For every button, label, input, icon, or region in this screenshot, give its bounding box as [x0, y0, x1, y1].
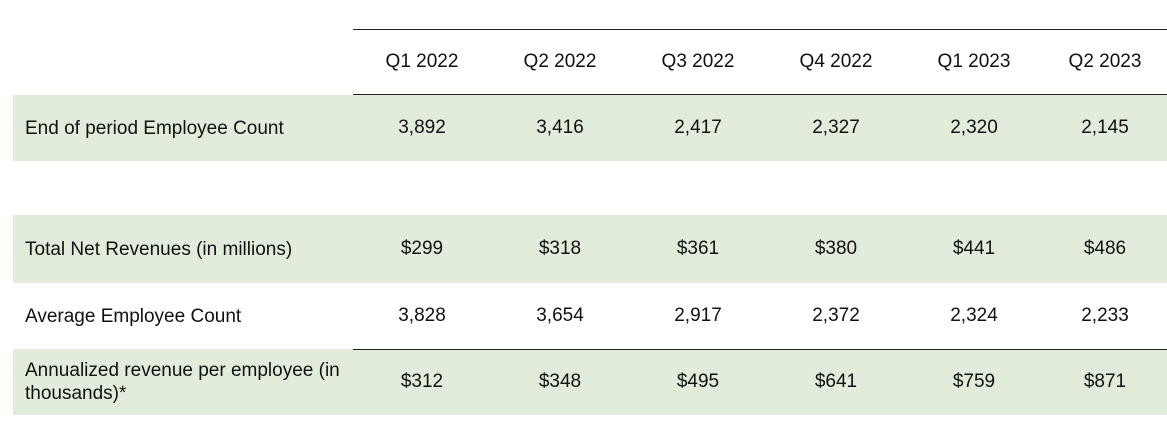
table-cell: $361	[676, 238, 720, 259]
table-cell: 2,917	[674, 305, 722, 326]
table-cell: $312	[400, 371, 444, 392]
column-header: Q3 2022	[661, 51, 735, 72]
table-cell: 3,892	[398, 117, 446, 138]
row-label: Annualized revenue per employee (in thou…	[25, 360, 340, 404]
table-cell: 2,324	[950, 305, 998, 326]
header-bottom-rule	[353, 94, 1167, 95]
table-cell: $871	[1083, 371, 1127, 392]
header-top-rule	[353, 29, 1167, 30]
table-cell: 2,145	[1081, 117, 1129, 138]
column-header: Q2 2023	[1068, 51, 1142, 72]
table-cell: 3,828	[398, 305, 446, 326]
table-cell: $299	[400, 238, 444, 259]
table-cell: $759	[952, 371, 996, 392]
row-label: Total Net Revenues (in millions)	[25, 238, 293, 260]
row-label: End of period Employee Count	[25, 117, 284, 139]
table-cell: $641	[814, 371, 858, 392]
column-header: Q2 2022	[523, 51, 597, 72]
table-cell: $495	[676, 371, 720, 392]
column-header: Q4 2022	[799, 51, 873, 72]
column-header: Q1 2022	[385, 51, 459, 72]
table-cell: 2,417	[674, 117, 722, 138]
table-header-row: Q1 2022 Q2 2022 Q3 2022 Q4 2022 Q1 2023 …	[13, 29, 1167, 95]
table-row: Total Net Revenues (in millions) $299 $3…	[13, 215, 1167, 283]
row-label: Average Employee Count	[25, 305, 242, 327]
row-divider-rule	[353, 349, 1167, 350]
table-row: Average Employee Count 3,828 3,654 2,917…	[13, 283, 1167, 349]
table-cell: 2,327	[812, 117, 860, 138]
table-cell: 3,654	[536, 305, 584, 326]
table-row: Annualized revenue per employee (in thou…	[13, 349, 1167, 415]
table-cell: $318	[538, 238, 582, 259]
table-cell: $486	[1083, 238, 1127, 259]
table-cell: $380	[814, 238, 858, 259]
table-cell: $348	[538, 371, 582, 392]
column-header: Q1 2023	[937, 51, 1011, 72]
table-cell: $441	[952, 238, 996, 259]
table-row: End of period Employee Count 3,892 3,416…	[13, 95, 1167, 161]
table-cell: 2,233	[1081, 305, 1129, 326]
table-cell: 3,416	[536, 117, 584, 138]
table-cell: 2,372	[812, 305, 860, 326]
table-cell: 2,320	[950, 117, 998, 138]
